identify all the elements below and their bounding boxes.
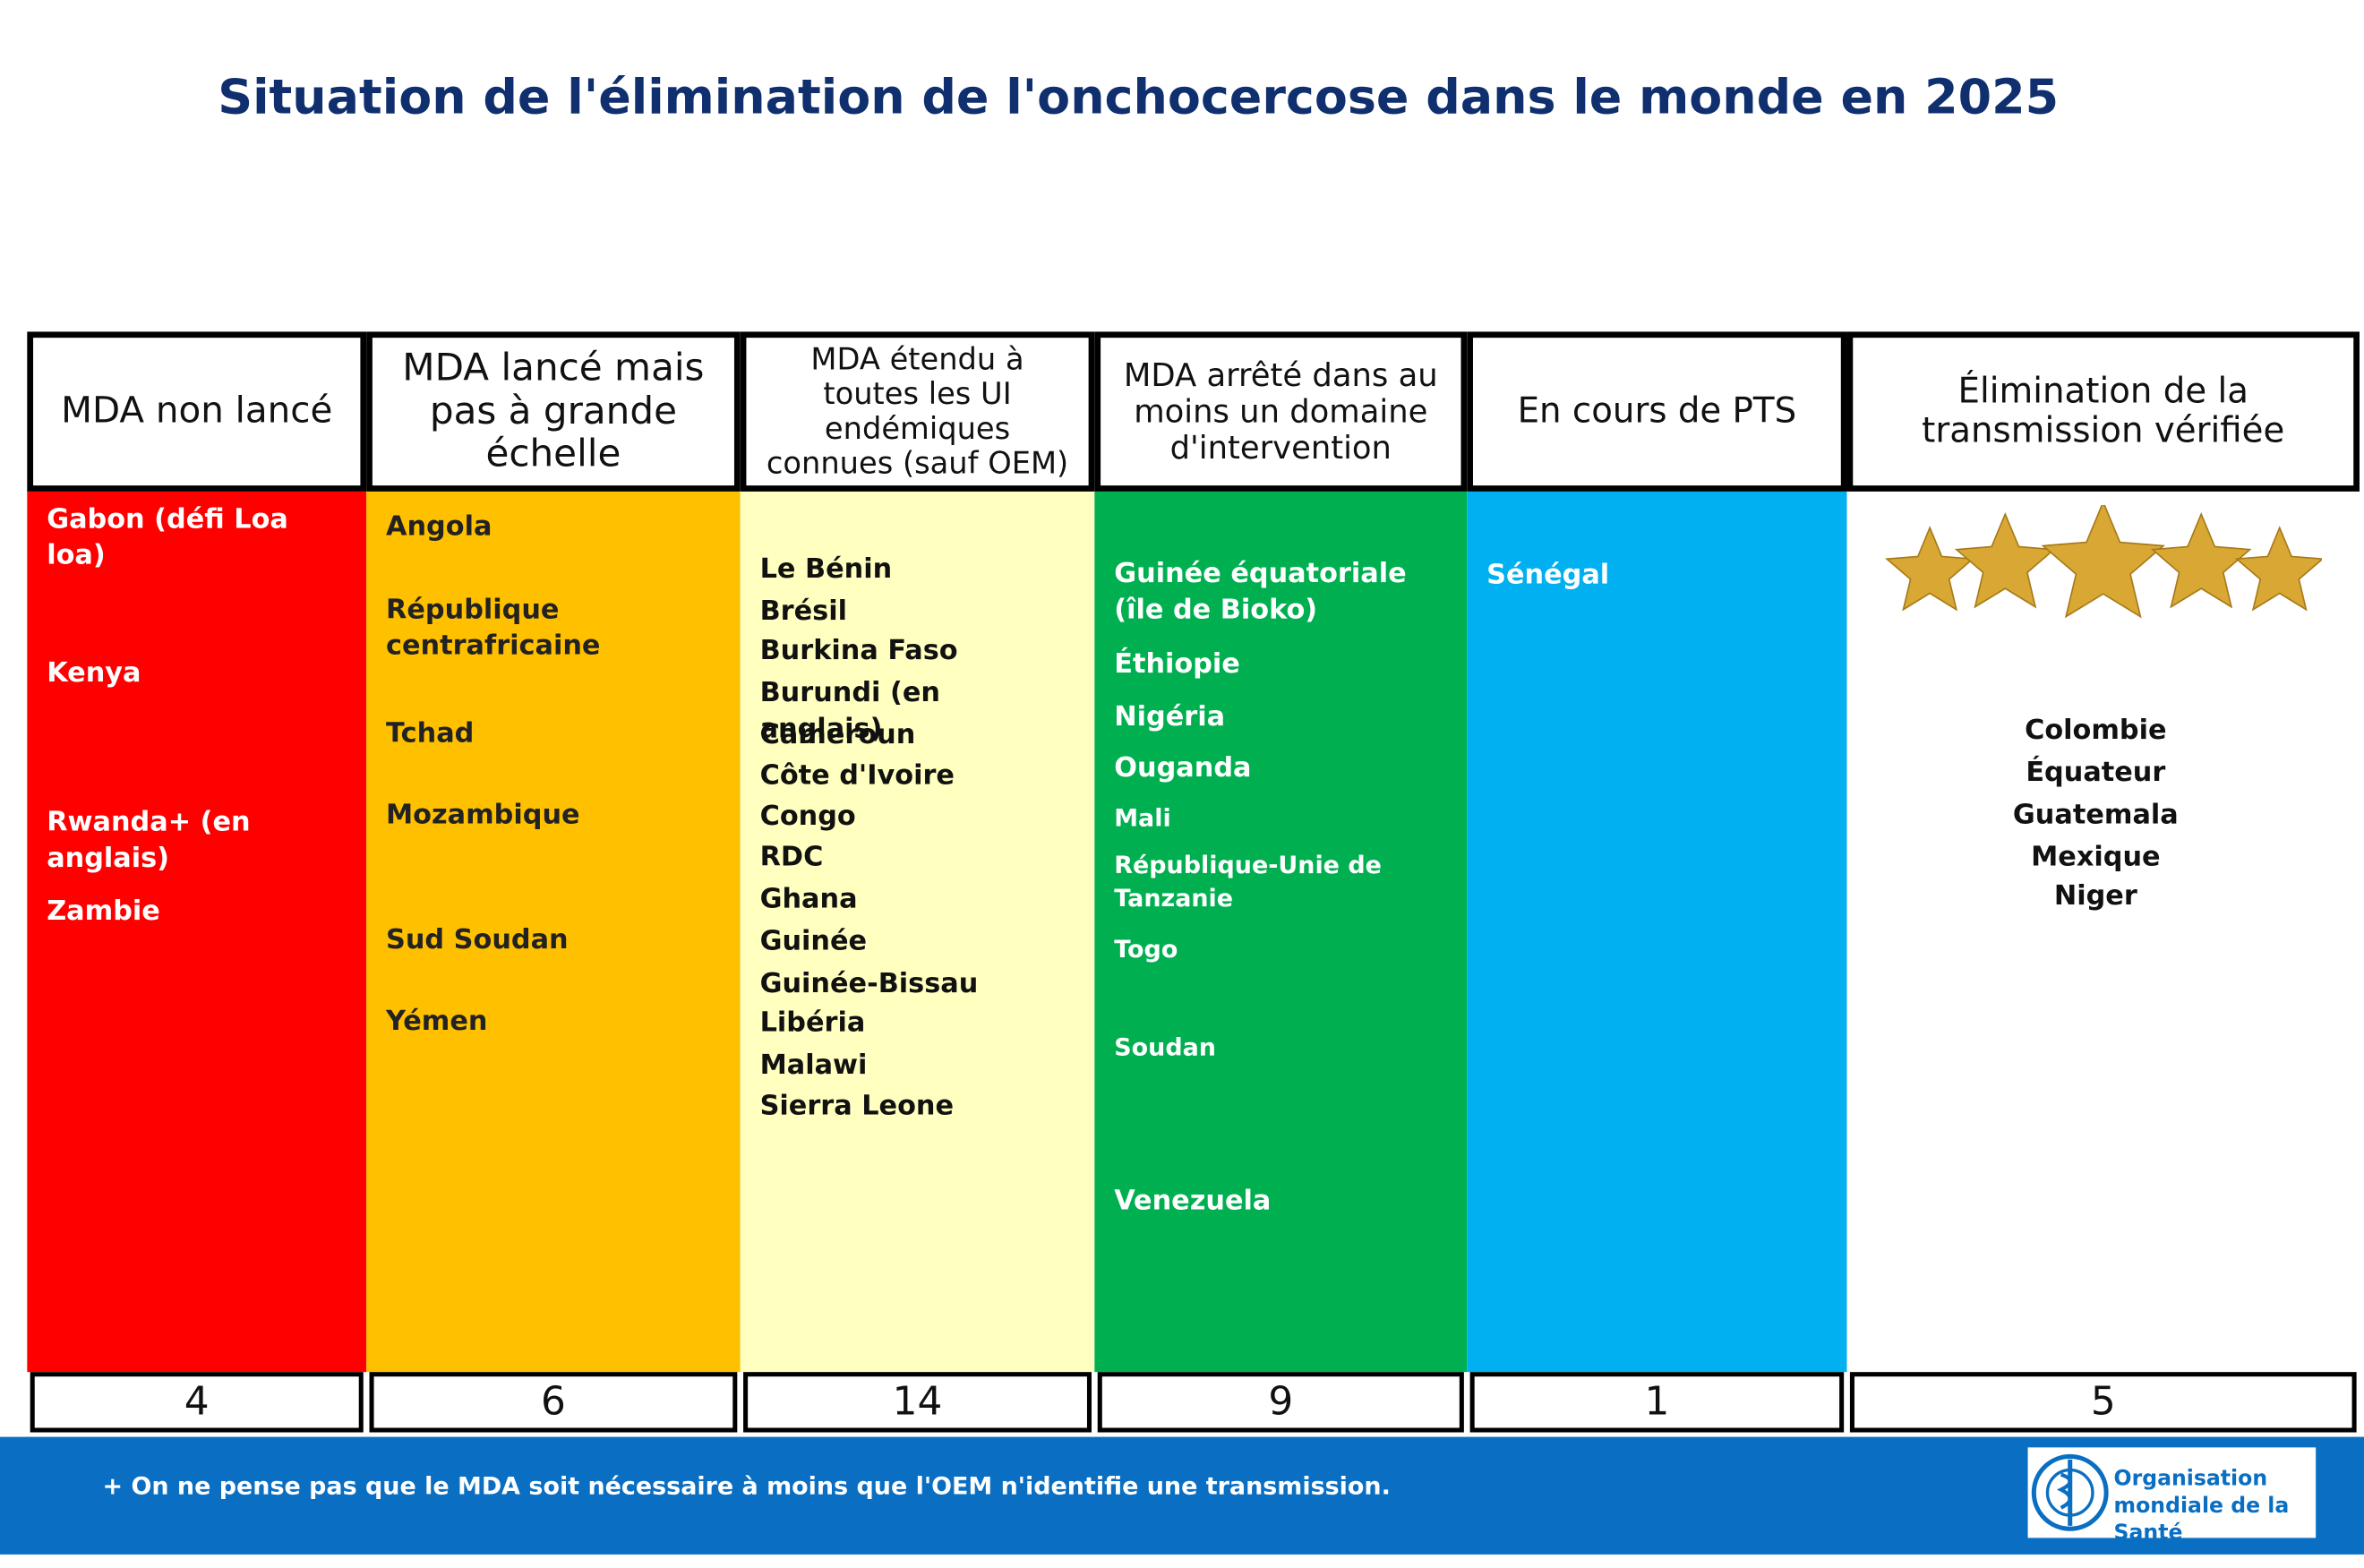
country: Mexique <box>2031 841 2161 873</box>
column-body <box>366 490 741 1373</box>
header-line: toutes les UI <box>823 375 1012 412</box>
header-line: d'intervention <box>1169 429 1392 467</box>
country: Ouganda <box>1114 752 1252 784</box>
country: Guinée <box>759 925 868 958</box>
country: Guinée équatoriale (île de Bioko) <box>1114 557 1407 627</box>
logo-box <box>2027 1447 2317 1538</box>
country: Ghana <box>759 883 858 916</box>
header-line: pas à grande <box>429 388 677 433</box>
header-line: échelle <box>485 432 621 476</box>
count: 1 <box>1469 1372 1845 1433</box>
header-line: transmission vérifiée <box>1922 411 2285 451</box>
column-header: En cours de PTS <box>1467 331 1847 492</box>
column-header: MDA arrêté dans au moins un domaine d'inte… <box>1094 331 1468 492</box>
country: Rwanda+ (en anglais) <box>47 806 251 876</box>
country: Colombie <box>2025 715 2167 747</box>
country: Guatemala <box>2012 799 2179 831</box>
column-header: Élimination de la transmission vérifiée <box>1846 331 2360 492</box>
country: Équateur <box>2026 757 2166 789</box>
country: Angola <box>386 510 492 544</box>
country: Le Bénin <box>759 553 893 586</box>
column-header: MDA lancé mais pas à grande échelle <box>366 331 741 492</box>
column-header: MDA étendu à toutes les UI endémiques connu… <box>740 331 1095 492</box>
country: République-Unie de Tanzanie <box>1114 850 1382 912</box>
column-body <box>27 490 367 1373</box>
star <box>2234 526 2322 612</box>
header-line: MDA étendu à <box>810 340 1024 377</box>
country: Zambie <box>47 895 160 928</box>
country: Mozambique <box>386 799 580 831</box>
country: Mali <box>1114 803 1171 833</box>
star <box>2041 505 2166 619</box>
country: Sénégal <box>1486 559 1610 592</box>
count: 6 <box>369 1372 738 1433</box>
star <box>2150 511 2252 609</box>
header-line: Élimination de la <box>1957 372 2248 411</box>
header-line: MDA non lancé <box>61 389 333 432</box>
header-line: moins un domaine <box>1134 393 1428 430</box>
country: Gabon (défi Loa loa) <box>47 503 288 572</box>
country: Niger <box>2053 880 2137 913</box>
column-body <box>1094 490 1468 1373</box>
country: Togo <box>1114 934 1178 964</box>
who-emblem <box>2031 1453 2109 1531</box>
country: Burkina Faso <box>759 634 958 667</box>
country: Sierra Leone <box>759 1090 955 1122</box>
title: Situation de l'élimination de l'onchocer… <box>218 67 2060 125</box>
country: Soudan <box>1114 1032 1216 1062</box>
country: Congo <box>759 801 856 833</box>
footer-band <box>0 1436 2364 1555</box>
country: Guinée-Bissau <box>759 967 979 1000</box>
country: Burundi (en anglais) <box>759 676 940 746</box>
logo-line: Organisation <box>2113 1467 2268 1492</box>
column-body <box>1467 490 1847 1373</box>
column-body <box>1846 490 2360 1373</box>
country: Nigéria <box>1114 700 1226 733</box>
country: Tchad <box>386 717 475 750</box>
country: Brésil <box>759 595 848 628</box>
footnote: + On ne pense pas que le MDA soit nécess… <box>102 1471 1391 1501</box>
count: 4 <box>30 1372 364 1433</box>
country: Malawi <box>759 1049 868 1082</box>
count: 9 <box>1097 1372 1464 1433</box>
country: Yémen <box>386 1006 488 1038</box>
count: 5 <box>1849 1372 2357 1433</box>
country: République centrafricaine <box>386 594 601 663</box>
logo-line: mondiale de la Santé <box>2113 1494 2290 1546</box>
country: Venezuela <box>1114 1185 1272 1217</box>
country: Côte d'Ivoire <box>759 759 955 792</box>
column-body <box>740 490 1095 1373</box>
country: Kenya <box>47 657 141 690</box>
country: Libéria <box>759 1007 866 1040</box>
star <box>1885 526 1975 612</box>
star <box>1954 511 2056 609</box>
country: Éthiopie <box>1114 647 1240 681</box>
country: Cameroun <box>759 719 916 751</box>
header-line: endémiques <box>824 409 1011 447</box>
header-line: connues (sauf OEM) <box>766 444 1069 482</box>
header-line: MDA arrêté dans au <box>1123 356 1438 394</box>
country: Sud Soudan <box>386 924 569 956</box>
header-line: En cours de PTS <box>1517 391 1797 432</box>
logo-text: Organisation mondiale de la Santé <box>2114 1466 2364 1547</box>
header-line: MDA lancé mais <box>402 345 705 390</box>
column-header: MDA non lancé <box>27 331 367 492</box>
count: 14 <box>743 1372 1092 1433</box>
stars <box>1885 505 2322 619</box>
country: RDC <box>759 841 824 873</box>
